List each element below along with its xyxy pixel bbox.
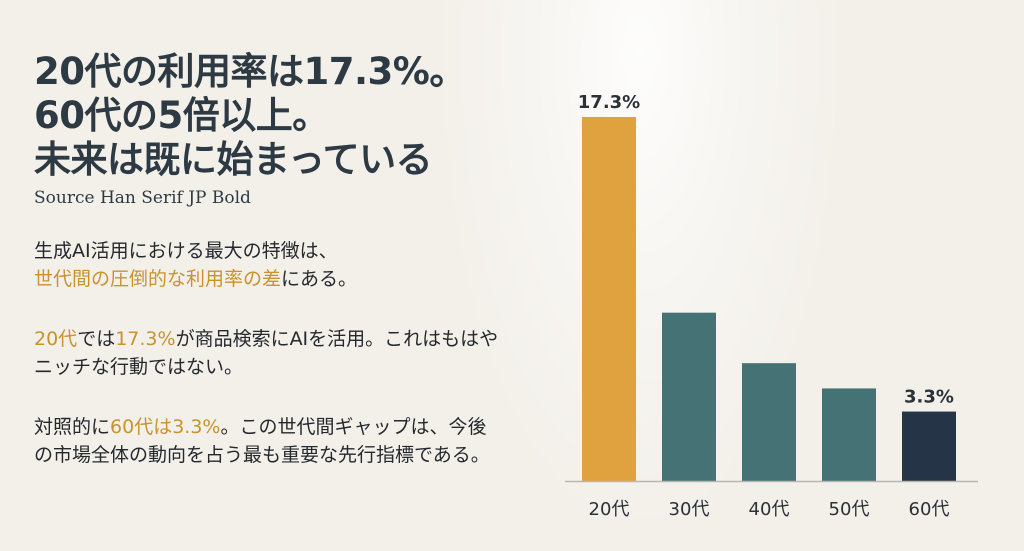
p2-text-b: では (77, 328, 116, 350)
x-tick-label-40代: 40代 (749, 499, 790, 520)
chart-svg: 17.3% 20代 30代 40代 50代 3.3% 60代 (565, 92, 978, 520)
intro-text-c: にある。 (281, 268, 358, 290)
intro-highlight: 世代間の圧倒的な利用率の差 (34, 268, 282, 290)
data-label-60代: 3.3% (904, 387, 954, 408)
age-60s-highlight: 60代は3.3% (110, 416, 221, 438)
bar-40代 (742, 363, 796, 481)
intro-text-a: 生成AI活用における最大の特徴は、 (34, 240, 338, 262)
x-tick-label-30代: 30代 (669, 499, 710, 520)
headline-line-2: 60代の5倍以上。 (34, 94, 329, 137)
text-panel: 20代の利用率は17.3%。 60代の5倍以上。 未来は既に始まっている Sou… (34, 50, 504, 469)
bar-50代 (822, 388, 876, 481)
headline: 20代の利用率は17.3%。 60代の5倍以上。 未来は既に始まっている (34, 50, 504, 182)
p3-text-a: 対照的に (34, 416, 111, 438)
x-tick-label-50代: 50代 (829, 499, 870, 520)
paragraph-intro: 生成AI活用における最大の特徴は、 世代間の圧倒的な利用率の差にある。 (34, 237, 504, 293)
body-text: 生成AI活用における最大の特徴は、 世代間の圧倒的な利用率の差にある。 20代では… (34, 237, 504, 469)
x-tick-label-20代: 20代 (589, 499, 630, 520)
font-caption: Source Han Serif JP Bold (34, 188, 251, 208)
x-tick-label-60代: 60代 (909, 499, 950, 520)
headline-line-1: 20代の利用率は17.3%。 (34, 50, 466, 93)
usage-bar-chart: 17.3% 20代 30代 40代 50代 3.3% 60代 (540, 60, 1000, 530)
paragraph-60s: 対照的に60代は3.3%。この世代間ギャップは、今後の市場全体の動向を占う最も重… (34, 413, 504, 469)
data-label-20代: 17.3% (578, 92, 640, 113)
p3-text-c: 。この世代間ギャップは、今後の市場全体の動向を占う最も重要な先行指標である。 (34, 416, 490, 466)
bar-30代 (662, 312, 716, 481)
bar-60代 (902, 411, 956, 481)
age-20s-highlight: 20代 (34, 328, 78, 350)
paragraph-20s: 20代では17.3%が商品検索にAIを活用。これはもはやニッチな行動ではない。 (34, 325, 504, 381)
bar-20代 (582, 117, 636, 481)
rate-20s-highlight: 17.3% (115, 328, 176, 350)
p2-text-d: が商品検索にAIを活用。これはもはやニッチな行動ではない。 (34, 328, 499, 378)
headline-line-3: 未来は既に始まっている (34, 138, 433, 181)
